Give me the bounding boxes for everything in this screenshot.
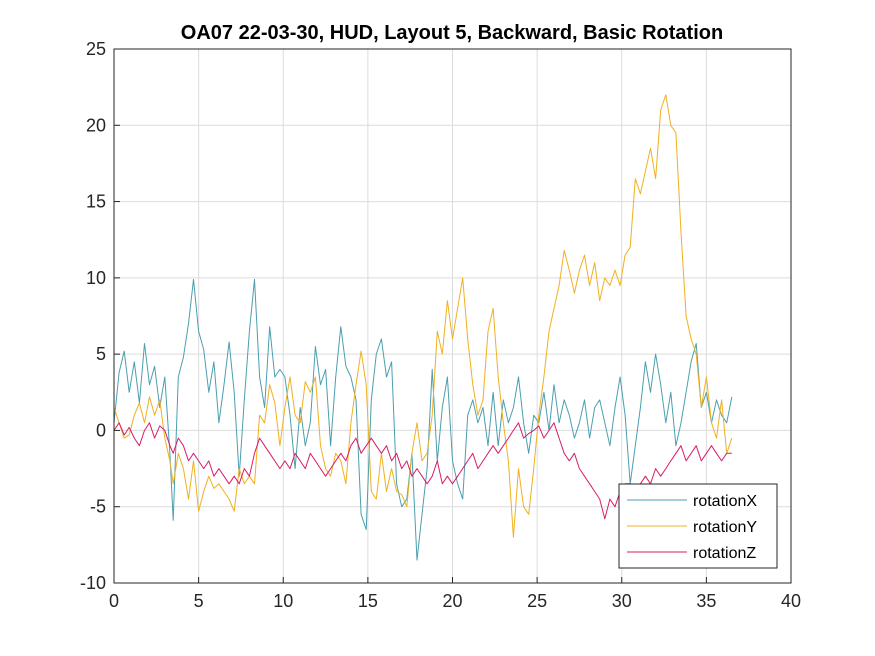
y-tick-label: 5 <box>96 344 106 364</box>
x-tick-label: 0 <box>109 591 119 611</box>
ticks: 0 5 10 15 20 25 30 35 40 -10 -5 0 5 10 15 20 25 <box>80 39 801 611</box>
x-tick-label: 25 <box>527 591 547 611</box>
x-tick-label: 40 <box>781 591 801 611</box>
legend: rotationX rotationY rotationZ <box>618 483 778 569</box>
y-tick-label: 10 <box>86 268 106 288</box>
y-tick-label: -5 <box>90 497 106 517</box>
y-tick-label: 25 <box>86 39 106 59</box>
x-tick-label: 30 <box>612 591 632 611</box>
legend-label-rotationY: rotationY <box>693 519 757 536</box>
y-tick-label: 15 <box>86 192 106 212</box>
y-tick-label: 0 <box>96 420 106 440</box>
y-tick-label: -10 <box>80 573 106 593</box>
x-tick-label: 20 <box>442 591 462 611</box>
series-line-rotationY <box>113 94 733 538</box>
y-tick-label: 20 <box>86 115 106 135</box>
legend-label-rotationX: rotationX <box>693 493 757 510</box>
x-tick-label: 5 <box>194 591 204 611</box>
chart-title: OA07 22-03-30, HUD, Layout 5, Backward, … <box>181 22 723 44</box>
x-tick-label: 10 <box>273 591 293 611</box>
legend-label-rotationZ: rotationZ <box>693 545 756 562</box>
series-line-rotationX <box>113 278 733 561</box>
x-tick-label: 15 <box>358 591 378 611</box>
x-tick-label: 35 <box>696 591 716 611</box>
